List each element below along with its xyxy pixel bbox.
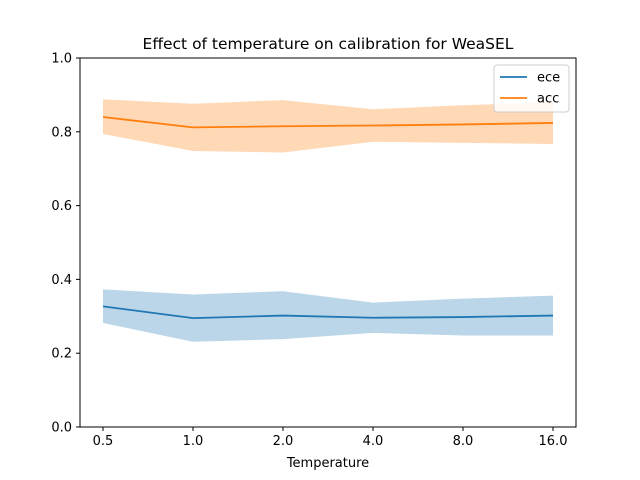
legend-label-ece: ece xyxy=(537,71,560,86)
line-acc xyxy=(102,116,554,129)
y-tick-label: 0.4 xyxy=(51,273,72,288)
x-tick-label: 2.0 xyxy=(273,434,294,449)
legend: ece acc xyxy=(493,64,570,113)
band-ece xyxy=(103,289,553,342)
confidence-bands xyxy=(103,99,553,342)
y-tick-label: 0.0 xyxy=(51,421,72,436)
y-tick-label: 0.6 xyxy=(51,199,72,214)
series-lines xyxy=(102,116,554,320)
x-tick-label: 0.5 xyxy=(93,434,114,449)
y-tick-label: 0.2 xyxy=(51,347,72,362)
x-tick-label: 8.0 xyxy=(453,434,474,449)
line-ece xyxy=(102,305,554,320)
x-tick-label: 1.0 xyxy=(183,434,204,449)
y-axis-ticks: 0.0 0.2 0.4 0.6 0.8 1.0 xyxy=(51,52,80,436)
legend-label-acc: acc xyxy=(537,92,559,107)
y-tick-label: 1.0 xyxy=(51,52,72,67)
x-tick-label: 16.0 xyxy=(539,434,568,449)
x-tick-label: 4.0 xyxy=(363,434,384,449)
x-axis-ticks: 0.5 1.0 2.0 4.0 8.0 16.0 xyxy=(93,427,568,449)
y-tick-label: 0.8 xyxy=(51,125,72,140)
chart-title: Effect of temperature on calibration for… xyxy=(143,35,514,53)
plot-frame xyxy=(79,57,577,428)
x-axis-label: Temperature xyxy=(286,456,369,471)
